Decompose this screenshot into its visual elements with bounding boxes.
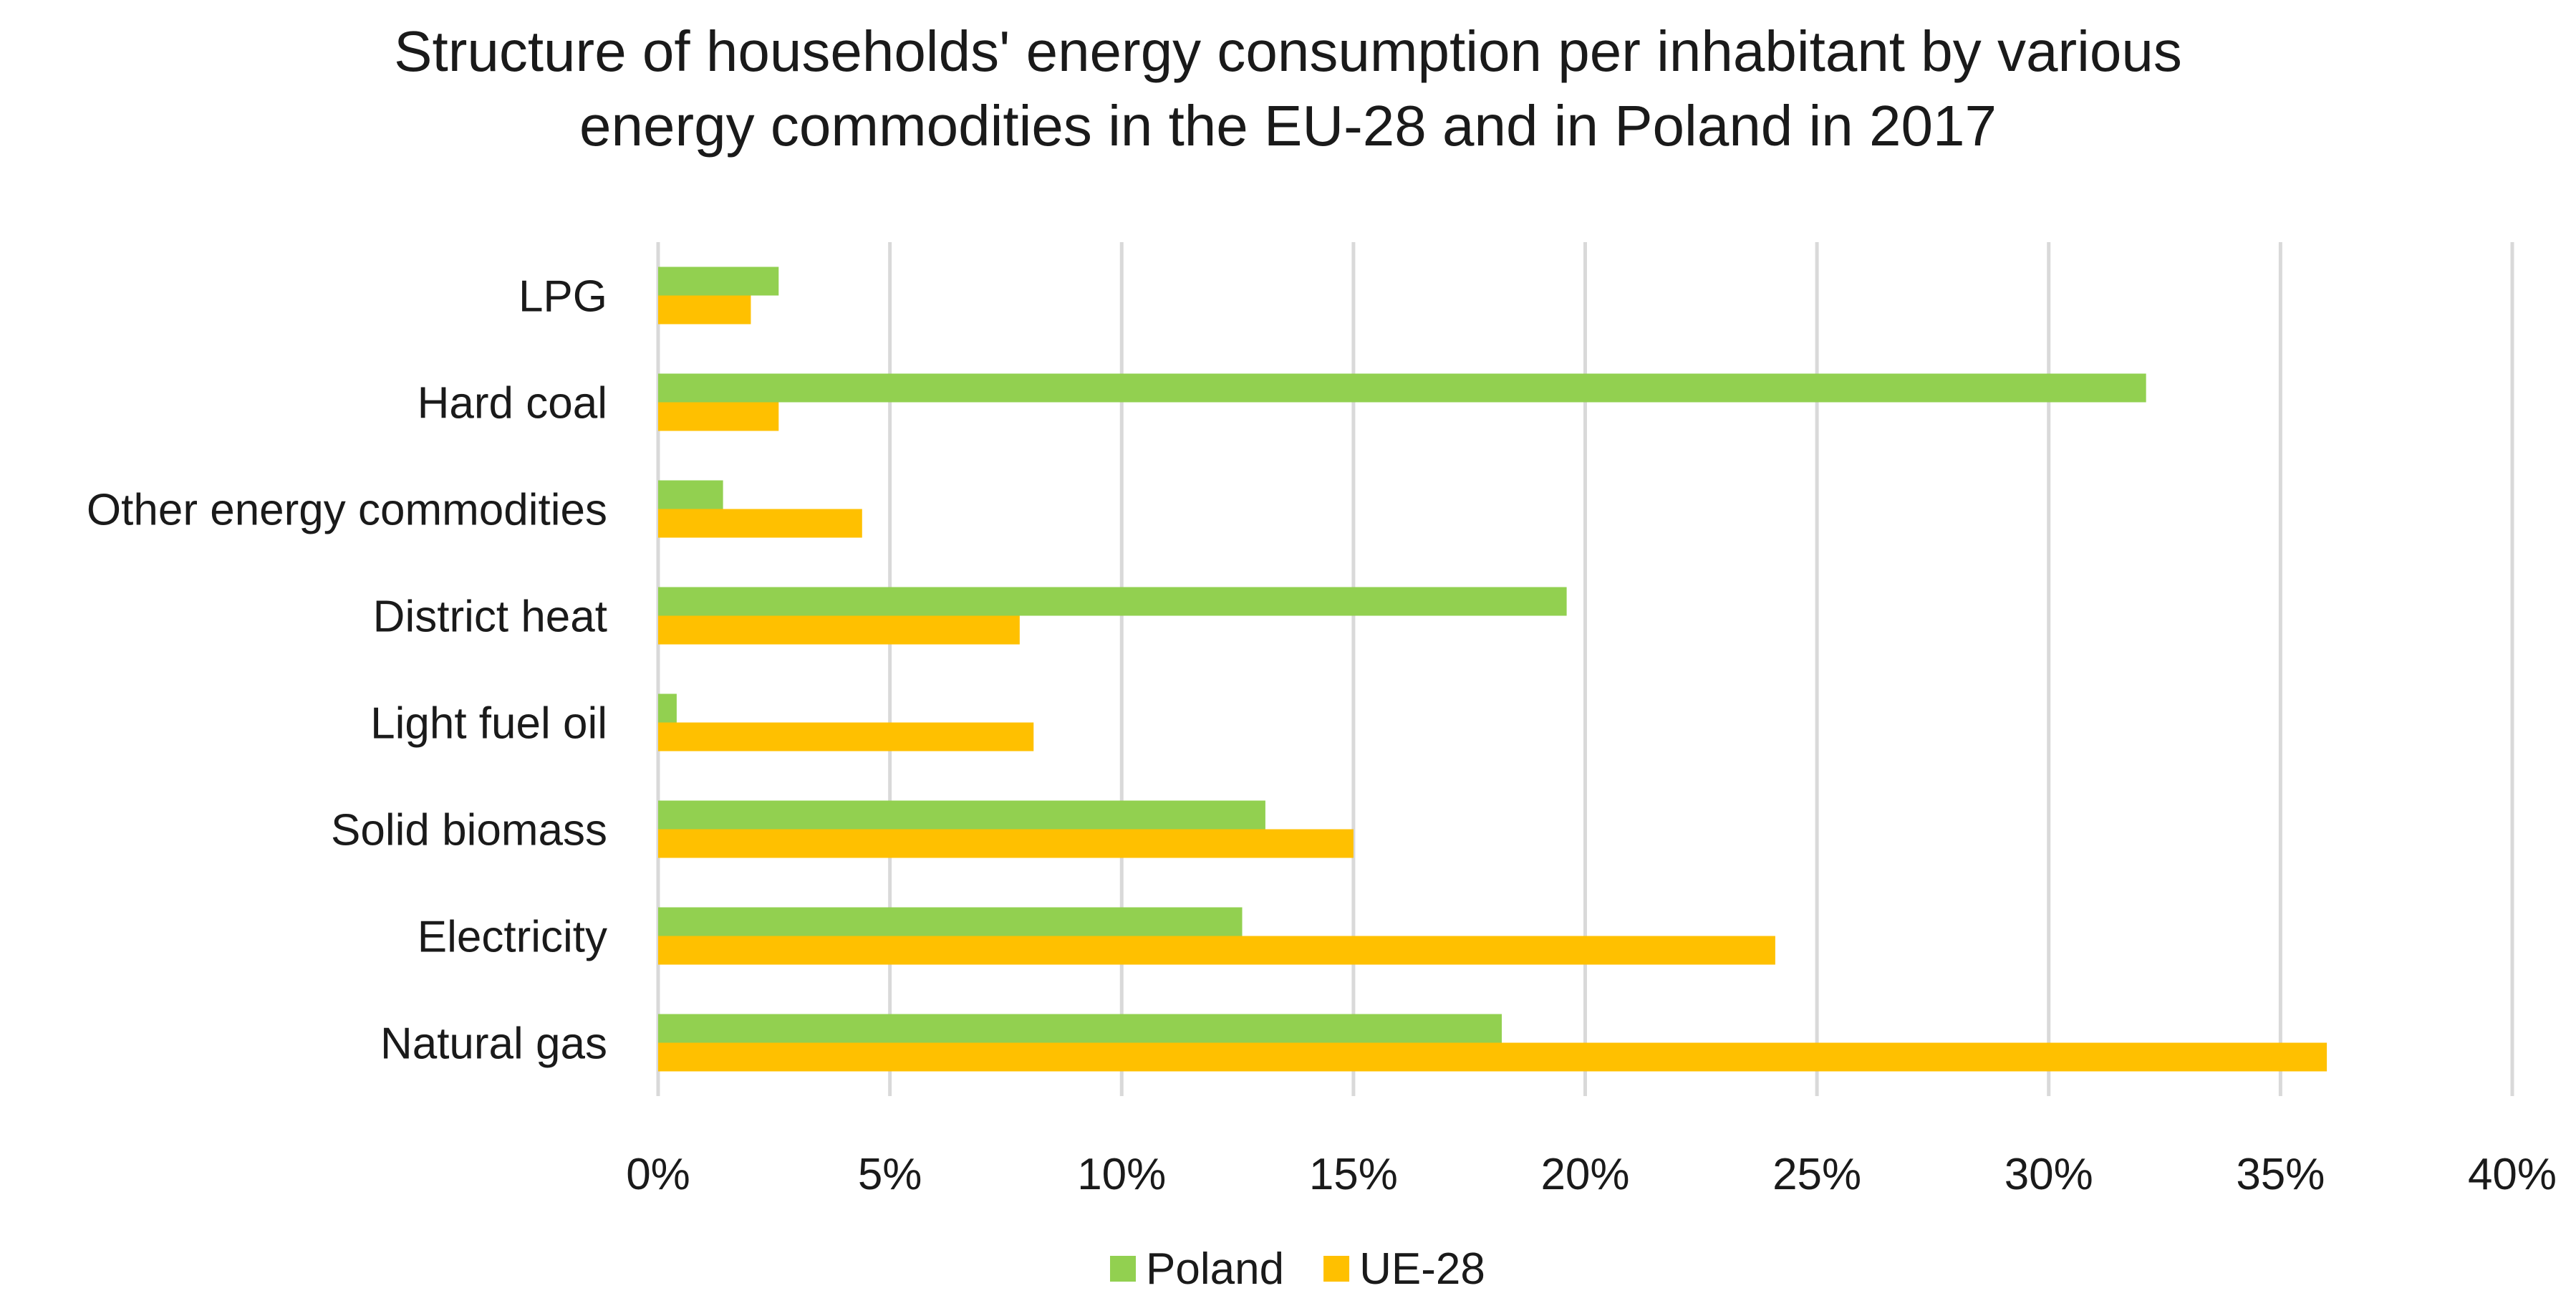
category-labels: LPG Hard coal Other energy commodities Dist… [87, 272, 607, 1069]
chart-title-line-2: energy commodities in the EU-28 and in P… [579, 94, 1997, 158]
x-tick-label-7: 35% [2236, 1150, 2325, 1199]
x-tick-label-3: 15% [1309, 1150, 1398, 1199]
category-label-2: Other energy commodities [87, 486, 607, 535]
bar-poland-1 [658, 373, 2146, 403]
legend-swatch-1 [1323, 1256, 1350, 1282]
bars [658, 266, 2327, 1072]
category-label-3: District heat [373, 592, 607, 642]
legend-swatch-0 [1110, 1256, 1136, 1282]
bar-ue-28-7 [658, 1042, 2327, 1072]
gridlines [656, 242, 2514, 1096]
x-tick-label-4: 20% [1540, 1150, 1629, 1199]
category-label-1: Hard coal [418, 379, 607, 428]
x-tick-label-8: 40% [2468, 1150, 2557, 1199]
category-label-5: Solid biomass [331, 806, 607, 855]
chart-title: Structure of households' energy consumpt… [0, 14, 2576, 163]
bar-ue-28-3 [658, 615, 1020, 645]
x-tick-label-5: 25% [1772, 1150, 1861, 1199]
x-tick-label-0: 0% [626, 1150, 690, 1199]
bar-ue-28-6 [658, 936, 1775, 965]
x-tick-label-1: 5% [858, 1150, 922, 1199]
bar-poland-5 [658, 800, 1265, 830]
legend-label-0: Poland [1146, 1244, 1284, 1294]
bar-poland-0 [658, 266, 779, 296]
legend-label-1: UE-28 [1359, 1244, 1485, 1294]
bar-ue-28-5 [658, 829, 1354, 858]
bar-ue-28-4 [658, 722, 1034, 751]
x-tick-label-6: 30% [2005, 1150, 2093, 1199]
x-tick-label-2: 10% [1077, 1150, 1166, 1199]
chart-title-line-1: Structure of households' energy consumpt… [394, 19, 2182, 83]
x-axis-tick-labels: 0% 5% 10% 15% 20% 25% 30% 35% 40% [626, 1150, 2557, 1199]
bar-poland-4 [658, 693, 677, 723]
bar-poland-7 [658, 1014, 1502, 1043]
category-label-6: Electricity [418, 913, 607, 962]
bar-ue-28-2 [658, 509, 862, 538]
bar-ue-28-1 [658, 402, 779, 431]
category-label-4: Light fuel oil [370, 699, 607, 749]
category-label-0: LPG [518, 272, 607, 322]
bar-poland-6 [658, 907, 1243, 936]
bar-poland-3 [658, 587, 1567, 616]
legend: Poland UE-28 [1110, 1244, 1485, 1294]
bar-ue-28-0 [658, 295, 751, 325]
bar-poland-2 [658, 480, 723, 509]
category-label-7: Natural gas [380, 1019, 607, 1069]
